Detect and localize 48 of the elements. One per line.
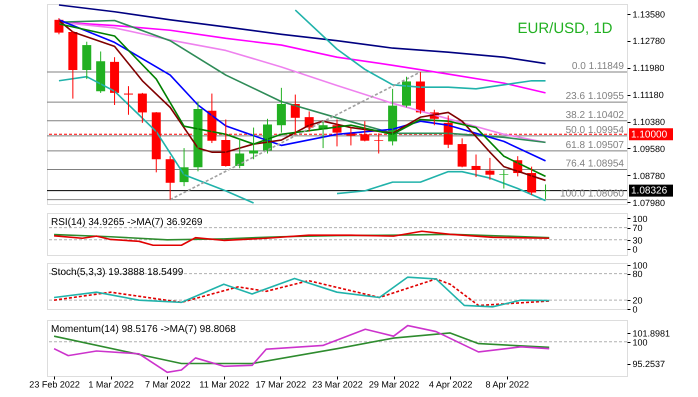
y-tick-label: 80 bbox=[632, 269, 643, 280]
annotation: 38.2 1.10402 bbox=[566, 110, 624, 121]
annotation: 50.0 1.09954 bbox=[566, 124, 624, 136]
x-tick-label: 11 Mar 2022 bbox=[199, 380, 250, 390]
y-tick-label: 1.11980 bbox=[632, 63, 664, 74]
x-tick-label: 23 Mar 2022 bbox=[312, 380, 363, 390]
chart-title: Momentum(14) 98.5176 ->MA(7) 98.8068 bbox=[51, 324, 236, 335]
line-series bbox=[53, 230, 550, 246]
ref-line-label: 1.08326 bbox=[631, 186, 668, 197]
annotation: 23.6 1.10955 bbox=[566, 91, 624, 102]
x-tick-label: 29 Mar 2022 bbox=[368, 380, 420, 390]
y-tick-label: 1.11180 bbox=[632, 90, 664, 100]
y-tick-label: 0 bbox=[632, 244, 638, 254]
y-tick-label: 101.8981 bbox=[632, 328, 670, 338]
y-tick-label: 0 bbox=[632, 304, 638, 314]
text: EUR/USD, 1D bbox=[517, 20, 613, 37]
y-tick-label: 1.09580 bbox=[632, 144, 666, 154]
y-tick-label: 100 bbox=[632, 260, 648, 270]
x-tick-label: 17 Mar 2022 bbox=[256, 380, 306, 390]
chart-title: Stoch(5,3,3) 19.3888 18.5499 bbox=[51, 267, 184, 278]
ref-line-label: 1.10000 bbox=[631, 129, 668, 140]
line-series bbox=[53, 324, 550, 374]
chart-title: RSI(14) 34.9265 ->MA(7) 36.9269 bbox=[51, 217, 203, 228]
x-tick-label: 1 Mar 2022 bbox=[88, 380, 134, 390]
annotation: 76.4 1.08954 bbox=[566, 158, 624, 170]
annotation: 0.0 1.11849 bbox=[572, 61, 624, 72]
y-tick-label: 1.12780 bbox=[632, 36, 666, 46]
x-tick-label: 23 Feb 2022 bbox=[29, 380, 80, 390]
y-tick-label: 1.13580 bbox=[632, 9, 666, 20]
y-tick-label: 1.08780 bbox=[632, 170, 666, 181]
y-tick-label: 95.2537 bbox=[632, 359, 666, 370]
y-tick-label: 1.10380 bbox=[632, 117, 666, 128]
y-tick-label: 1.07980 bbox=[632, 198, 666, 208]
y-tick-label: 30 bbox=[632, 235, 643, 246]
x-tick-label: 4 Apr 2022 bbox=[428, 380, 472, 390]
y-tick-label: 100 bbox=[632, 214, 648, 224]
y-tick-label: 70 bbox=[632, 223, 643, 234]
y-tick-label: 20 bbox=[632, 296, 643, 306]
annotation: 61.8 1.09507 bbox=[566, 140, 624, 151]
candlestick bbox=[166, 156, 175, 200]
candlestick bbox=[138, 92, 147, 124]
line-series bbox=[336, 170, 546, 202]
y-tick-label: 100 bbox=[632, 337, 648, 348]
x-tick-label: 8 Apr 2022 bbox=[485, 380, 530, 390]
x-tick-label: 7 Mar 2022 bbox=[144, 380, 191, 390]
line-series bbox=[58, 76, 254, 204]
candlestick bbox=[541, 184, 550, 200]
annotation: 100.0 1.08060 bbox=[560, 188, 624, 200]
